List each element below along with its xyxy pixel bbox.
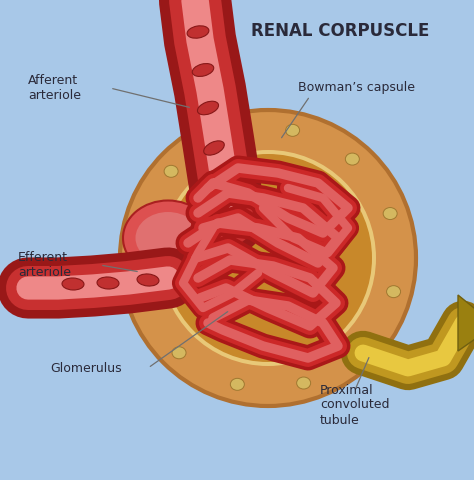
Text: Glomerulus: Glomerulus xyxy=(50,361,122,374)
Ellipse shape xyxy=(172,347,186,359)
Ellipse shape xyxy=(297,377,310,389)
Circle shape xyxy=(164,154,372,362)
Ellipse shape xyxy=(286,124,300,136)
Text: RENAL CORPUSCLE: RENAL CORPUSCLE xyxy=(251,22,429,40)
Ellipse shape xyxy=(383,207,397,219)
Text: Proximal
convoluted
tubule: Proximal convoluted tubule xyxy=(320,384,390,427)
Ellipse shape xyxy=(192,63,214,76)
Circle shape xyxy=(120,110,416,406)
Ellipse shape xyxy=(97,277,119,289)
Ellipse shape xyxy=(387,286,401,298)
Ellipse shape xyxy=(198,101,219,115)
Ellipse shape xyxy=(230,378,245,390)
Text: Bowman’s capsule: Bowman’s capsule xyxy=(298,82,415,95)
Ellipse shape xyxy=(210,180,230,195)
Ellipse shape xyxy=(187,26,209,38)
Ellipse shape xyxy=(346,153,359,165)
Circle shape xyxy=(160,150,376,366)
Ellipse shape xyxy=(354,343,368,355)
Ellipse shape xyxy=(136,212,201,264)
Ellipse shape xyxy=(123,201,213,276)
Text: Efferent
arteriole: Efferent arteriole xyxy=(18,251,71,279)
Ellipse shape xyxy=(219,129,234,141)
Ellipse shape xyxy=(164,165,178,177)
Ellipse shape xyxy=(137,274,159,286)
Ellipse shape xyxy=(204,141,224,155)
Polygon shape xyxy=(458,295,474,351)
Ellipse shape xyxy=(62,278,84,290)
Text: Afferent
arteriole: Afferent arteriole xyxy=(28,74,81,102)
